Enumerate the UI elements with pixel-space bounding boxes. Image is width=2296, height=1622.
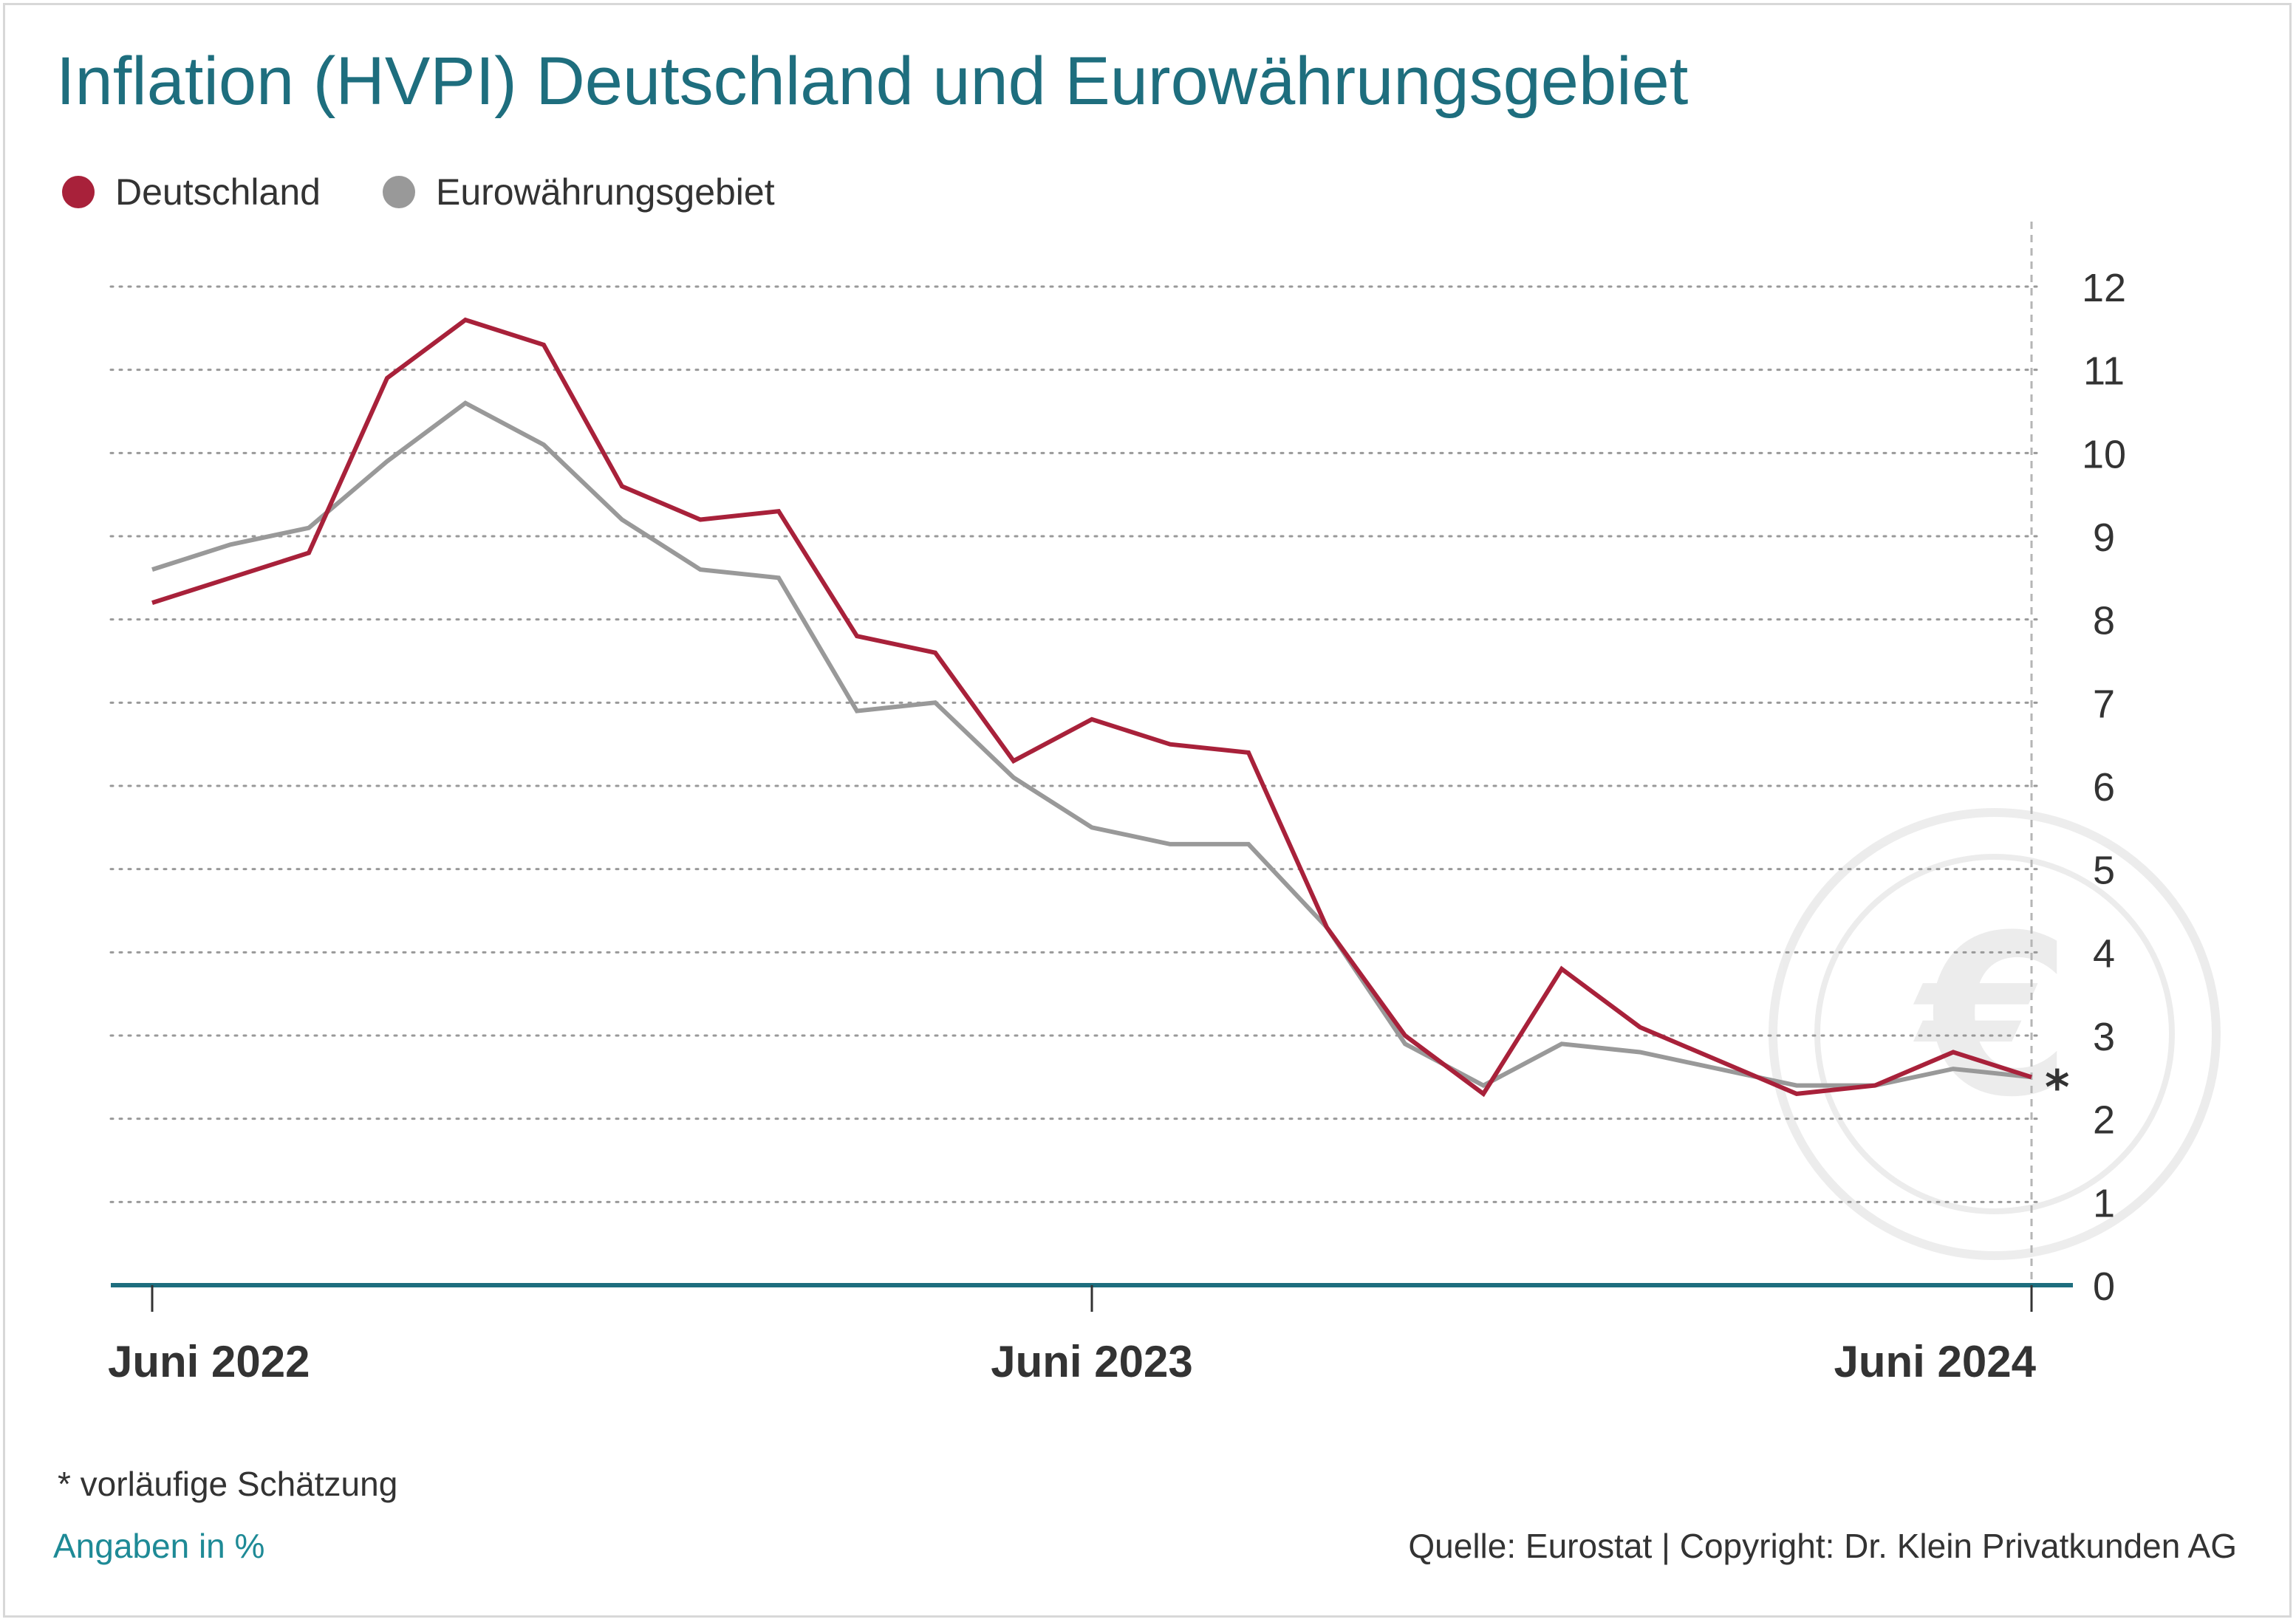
y-tick-label: 3 — [2093, 1015, 2115, 1059]
series-line-euro — [151, 400, 2032, 1088]
x-tick-label: Juni 2023 — [991, 1337, 1193, 1386]
footnote: * vorläufige Schätzung — [58, 1465, 398, 1503]
chart-title: Inflation (HVPI) Deutschland und Eurowäh… — [56, 44, 1689, 119]
x-tick-label: Juni 2024 — [1834, 1337, 2037, 1386]
y-tick-label: 10 — [2082, 432, 2126, 476]
y-tick-label: 2 — [2093, 1098, 2115, 1143]
legend-dot-euro — [382, 176, 415, 208]
legend-label-euro: Eurowährungsgebiet — [435, 171, 775, 213]
grid-lines — [109, 285, 2040, 1203]
y-tick-label: 12 — [2082, 266, 2126, 310]
y-tick-label: 8 — [2093, 599, 2115, 643]
unit-note: Angaben in % — [53, 1527, 265, 1565]
euro-icon: € — [1769, 808, 2221, 1260]
legend-label-germany: Deutschland — [115, 171, 321, 213]
y-tick-label: 7 — [2093, 682, 2115, 726]
legend-item-euro: Eurowährungsgebiet — [382, 171, 775, 213]
y-tick-label: 1 — [2093, 1181, 2115, 1225]
y-tick-label: 0 — [2093, 1265, 2115, 1309]
y-tick-label: 11 — [2083, 349, 2125, 394]
series-group — [151, 317, 2032, 1098]
legend: Deutschland Eurowährungsgebiet — [62, 162, 837, 222]
y-tick-label: 9 — [2093, 516, 2115, 560]
series-line-germany — [151, 317, 2032, 1098]
x-tick-label: Juni 2022 — [108, 1337, 310, 1386]
source-credit: Quelle: Eurostat | Copyright: Dr. Klein … — [1408, 1527, 2237, 1565]
chart-frame — [3, 3, 2292, 1618]
x-axis: Juni 2022 Juni 2023 Juni 2024 — [108, 1285, 2037, 1386]
estimate-asterisk: * — [2045, 1061, 2069, 1115]
svg-text:€: € — [1910, 888, 2071, 1146]
y-tick-label: 4 — [2093, 931, 2115, 976]
y-tick-label: 5 — [2093, 849, 2115, 893]
y-tick-label: 6 — [2093, 765, 2115, 810]
legend-dot-germany — [62, 176, 95, 208]
legend-item-germany: Deutschland — [62, 171, 321, 213]
